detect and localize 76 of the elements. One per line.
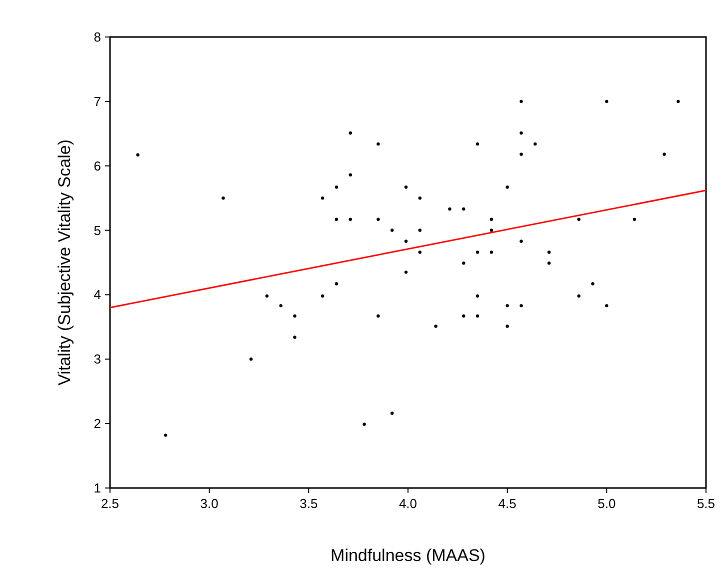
y-tick-label: 6 bbox=[94, 158, 101, 174]
point bbox=[348, 173, 352, 176]
point bbox=[164, 434, 168, 437]
point bbox=[348, 131, 352, 135]
point bbox=[334, 282, 338, 286]
point bbox=[476, 314, 480, 318]
point bbox=[434, 324, 438, 328]
point bbox=[476, 142, 480, 146]
point bbox=[547, 250, 551, 254]
point bbox=[136, 153, 140, 157]
point bbox=[404, 240, 408, 243]
point bbox=[376, 314, 380, 318]
point bbox=[490, 218, 494, 221]
point bbox=[348, 218, 352, 221]
x-axis-title: Mindfulness (MAAS) bbox=[330, 546, 486, 565]
point bbox=[520, 100, 523, 104]
point bbox=[476, 294, 480, 298]
y-tick-label: 7 bbox=[94, 94, 101, 109]
x-tick-label: 4.0 bbox=[398, 496, 418, 511]
point bbox=[662, 152, 666, 156]
point bbox=[404, 270, 408, 274]
y-tick-label: 1 bbox=[94, 480, 101, 496]
point bbox=[334, 218, 338, 221]
point bbox=[520, 304, 523, 308]
y-tick-label: 5 bbox=[94, 222, 101, 238]
point bbox=[632, 218, 636, 221]
point bbox=[520, 131, 523, 135]
point bbox=[462, 314, 466, 318]
point bbox=[293, 314, 296, 318]
point bbox=[676, 100, 680, 104]
y-tick-label: 3 bbox=[94, 352, 101, 367]
point bbox=[577, 218, 580, 221]
y-axis-title: Vitality (Subjective Vitality Scale) bbox=[55, 140, 74, 386]
x-tick-label: 4.5 bbox=[498, 496, 516, 511]
point bbox=[376, 142, 380, 146]
point bbox=[320, 196, 324, 200]
point bbox=[506, 324, 509, 328]
point bbox=[390, 228, 394, 232]
x-tick-label: 5.0 bbox=[598, 496, 616, 511]
point bbox=[591, 282, 594, 286]
point bbox=[605, 100, 608, 104]
point bbox=[506, 186, 509, 189]
point bbox=[362, 422, 366, 426]
point bbox=[490, 228, 494, 232]
point bbox=[320, 294, 324, 298]
point bbox=[418, 250, 422, 254]
x-tick-label: 2.5 bbox=[100, 496, 120, 511]
point bbox=[534, 142, 537, 146]
point bbox=[404, 186, 408, 189]
point bbox=[520, 152, 523, 156]
point bbox=[520, 240, 523, 243]
y-tick-label: 4 bbox=[94, 287, 101, 302]
point bbox=[476, 250, 480, 254]
point bbox=[462, 207, 466, 211]
point bbox=[249, 358, 253, 361]
point bbox=[293, 336, 296, 339]
x-tick-label: 5.5 bbox=[696, 496, 716, 511]
point bbox=[577, 294, 580, 298]
point bbox=[222, 196, 225, 200]
point bbox=[390, 412, 394, 415]
point bbox=[547, 262, 551, 265]
point bbox=[490, 250, 494, 254]
point bbox=[334, 186, 338, 189]
point bbox=[506, 304, 509, 308]
point bbox=[605, 304, 608, 308]
point bbox=[418, 228, 422, 232]
x-tick-label: 3.0 bbox=[200, 496, 218, 511]
y-tick-label: 8 bbox=[94, 30, 101, 44]
point bbox=[448, 207, 452, 211]
point bbox=[376, 218, 380, 221]
point bbox=[279, 304, 282, 308]
y-tick-label: 2 bbox=[94, 416, 101, 432]
point bbox=[462, 262, 466, 265]
x-tick-label: 3.5 bbox=[300, 496, 318, 511]
point bbox=[265, 294, 269, 298]
point bbox=[418, 196, 422, 200]
